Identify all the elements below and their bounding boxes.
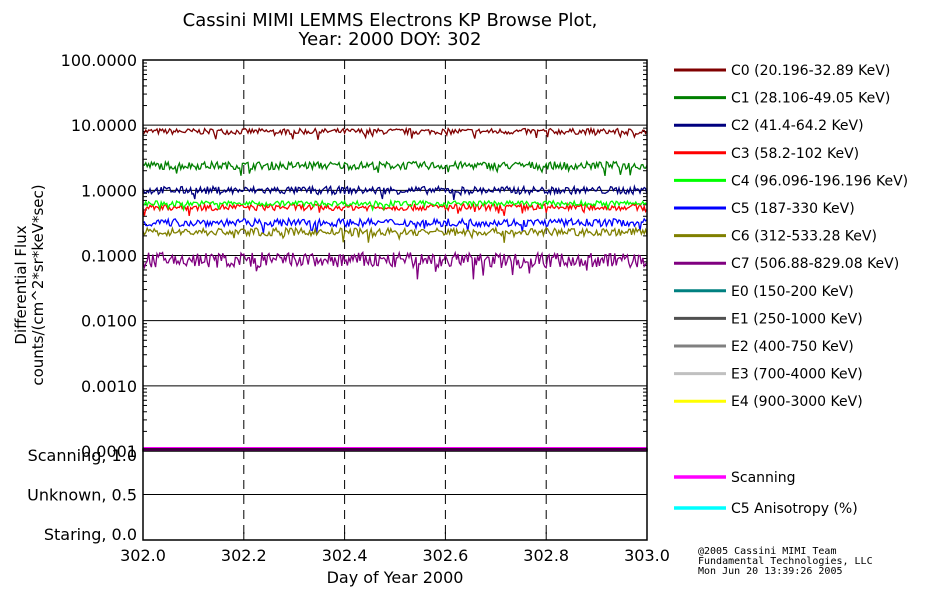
- legend-label: E0 (150-200 KeV): [731, 284, 854, 300]
- legend-label: C6 (312-533.28 KeV): [731, 229, 877, 245]
- mode-tick-label: Unknown, 0.5: [27, 486, 137, 505]
- x-tick-label: 302.8: [523, 546, 569, 565]
- series-lines: [142, 126, 648, 451]
- x-axis-label: Day of Year 2000: [326, 568, 464, 587]
- legend-label: C2 (41.4-64.2 KeV): [731, 118, 864, 134]
- x-tick-label: 302.6: [422, 546, 468, 565]
- series-line: [142, 201, 648, 217]
- x-tick-label: 302.4: [322, 546, 368, 565]
- legend-label: E2 (400-750 KeV): [731, 339, 854, 355]
- tick-labels: 100.0000 10.0000 1.0000 0.1000 0.0100 0.0010 0…: [27, 51, 670, 565]
- y-axis-label-line1: Differential Flux: [12, 225, 30, 344]
- series-line: [142, 126, 648, 140]
- y-tick-label: 1.0000: [81, 181, 137, 200]
- chart-title-line1: Cassini MIMI LEMMS Electrons KP Browse P…: [182, 10, 598, 31]
- legend: C0 (20.196-32.89 KeV) C1 (28.106-49.05 Ke…: [674, 63, 908, 517]
- credit-line2: Fundamental Technologies, LLC: [698, 556, 873, 567]
- mode-tick-label: Scanning, 1.0: [28, 446, 137, 465]
- legend-label: C3 (58.2-102 KeV): [731, 146, 859, 162]
- mode-panel-frame: [142, 448, 648, 541]
- series-line: [142, 183, 648, 201]
- x-tick-label: 302.0: [120, 546, 166, 565]
- mode-tick-label: Staring, 0.0: [44, 525, 137, 544]
- credit-line1: @2005 Cassini MIMI Team: [698, 546, 837, 557]
- y-axis-label: Differential Flux counts/(cm^2*sr*keV*se…: [12, 185, 47, 385]
- legend-label: C5 (187-330 KeV): [731, 201, 855, 217]
- series-line: [142, 216, 648, 234]
- legend-label: E3 (700-4000 KeV): [731, 367, 863, 383]
- series-line: [142, 159, 648, 177]
- y-tick-label: 100.0000: [61, 51, 137, 70]
- legend-label: Scanning: [731, 470, 796, 486]
- legend-label: E1 (250-1000 KeV): [731, 311, 863, 327]
- y-tick-label: 0.0010: [81, 377, 137, 396]
- series-line: [142, 198, 648, 213]
- legend-label: C0 (20.196-32.89 KeV): [731, 63, 890, 79]
- series-line: [142, 225, 648, 243]
- x-tick-label: 303.0: [624, 546, 670, 565]
- y-tick-label: 10.0000: [71, 116, 137, 135]
- plot-frames: [142, 59, 648, 541]
- chart-title-line2: Year: 2000 DOY: 302: [298, 29, 482, 50]
- flux-panel-frame: [142, 59, 648, 452]
- legend-label: E4 (900-3000 KeV): [731, 394, 863, 410]
- legend-label: C5 Anisotropy (%): [731, 501, 858, 517]
- series-line: [142, 250, 648, 280]
- x-tick-label: 302.2: [221, 546, 267, 565]
- y-tick-label: 0.0100: [81, 312, 137, 331]
- credit-line3: Mon Jun 20 13:39:26 2005: [698, 566, 843, 577]
- y-axis-label-line2: counts/(cm^2*sr*keV*sec): [29, 185, 47, 385]
- legend-label: C1 (28.106-49.05 KeV): [731, 91, 890, 107]
- legend-label: C7 (506.88-829.08 KeV): [731, 256, 899, 272]
- legend-label: C4 (96.096-196.196 KeV): [731, 173, 908, 189]
- y-tick-label: 0.1000: [81, 247, 137, 266]
- y-tick-label: 0.0001: [81, 442, 137, 461]
